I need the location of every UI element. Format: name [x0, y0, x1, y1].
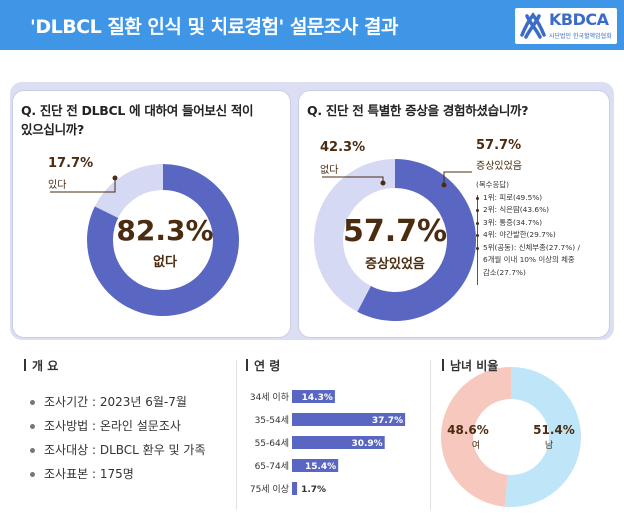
age-category-label: 55-64세 — [255, 438, 289, 449]
q2-question: Q. 진단 전 특별한 증상을 경험하셨습니까? — [307, 103, 529, 118]
age-bar — [292, 459, 339, 472]
q2-right-leader-dot — [441, 182, 447, 188]
symptom-item-continued: 감소(27.7%) — [483, 267, 526, 277]
q1-slice-no — [86, 164, 239, 316]
q2-slice-symptoms — [357, 159, 476, 321]
overview-item: 조사기간 : 2023년 6월-7월 — [30, 390, 206, 414]
symptom-item: 3위: 통증(34.7%) — [476, 217, 580, 230]
symptom-item: 2위: 식은땀(43.6%) — [476, 204, 580, 217]
q2-left-callout-label: 없다 — [320, 165, 339, 176]
symptom-list-header: (복수응답) — [476, 180, 509, 189]
gender-female-label: 여 — [472, 439, 480, 451]
q1-callout-label: 있다 — [48, 180, 67, 191]
age-bar — [292, 482, 298, 495]
q1-callout-percent: 17.7% — [48, 156, 94, 171]
q1-donut-chart — [86, 164, 239, 316]
gender-slice-female — [440, 367, 511, 507]
q1-leader — [50, 178, 116, 193]
gender-male-label: 남 — [545, 440, 553, 451]
age-bar-chart: 34세 이하 14.3% 35-54세 37.7% 55-64세 30.9% 65-74세 1… — [250, 390, 406, 495]
age-bar-value-label: 14.3% — [302, 393, 333, 403]
q1-question-line1: Q. 진단 전 DLBCL 에 대하여 들어보신 적이 — [21, 103, 254, 118]
overview-list: 조사기간 : 2023년 6월-7월 조사방법 : 온라인 설문조사 조사대상 … — [30, 390, 206, 486]
age-bar-value-label: 30.9% — [351, 439, 382, 449]
gender-title: 남녀 비율 — [442, 357, 498, 374]
q1-leader-dot — [112, 175, 118, 181]
gender-slice-male — [504, 367, 581, 507]
overview-item: 조사대상 : DLBCL 환우 및 가족 — [30, 438, 206, 462]
gender-donut-chart: 48.6% 여 51.4% 남 — [440, 367, 581, 507]
q2-slice-none — [313, 159, 395, 312]
symptom-list: (복수응답) 1위: 피로(49.5%) 2위: 식은땀(43.6%) 3위: … — [476, 179, 580, 285]
overview-item: 조사방법 : 온라인 설문조사 — [30, 414, 206, 438]
q2-right-leader — [443, 171, 472, 185]
q1-center-label: 없다 — [153, 255, 177, 270]
q2-donut-chart — [313, 159, 476, 321]
overview-title: 개 요 — [24, 357, 58, 374]
q2-center-label: 증상있었음 — [365, 257, 425, 272]
gender-female-percent: 48.6% — [447, 423, 489, 437]
callout-leader-lines — [50, 171, 472, 193]
symptom-item: 1위: 피로(49.5%) — [476, 192, 580, 205]
age-title: 연 령 — [246, 357, 280, 374]
logo-text: KBDCA — [549, 10, 609, 29]
age-category-label: 34세 이하 — [250, 392, 290, 403]
symptom-item: 5위(공동): 신체부종(27.7%) / — [476, 242, 580, 255]
q1-question: Q. 진단 전 DLBCL 에 대하여 들어보신 적이 있으십니까? — [21, 101, 254, 139]
q2-left-leader-dot — [380, 180, 386, 186]
gender-male-percent: 51.4% — [533, 423, 575, 437]
q2-right-callout-label: 증상있었음 — [476, 161, 522, 172]
page-title: 'DLBCL 질환 인식 및 치료경험' 설문조사 결과 — [30, 16, 398, 38]
age-category-label: 65-74세 — [255, 461, 289, 472]
symptom-item: 4위: 야간발한(29.7%) — [476, 229, 580, 242]
q2-right-callout-percent: 57.7% — [476, 138, 522, 153]
kbdca-logo: KBDCA 사단법인 한국혈액암협회 — [515, 8, 617, 44]
logo-subtitle: 사단법인 한국혈액암협회 — [549, 33, 612, 40]
q1-question-line2: 있으십니까? — [21, 122, 84, 137]
divider — [430, 360, 431, 510]
age-bar — [292, 390, 335, 403]
age-category-label: 75세 이상 — [250, 484, 289, 495]
symptom-list-line — [477, 195, 478, 285]
age-bar-value-label: 1.7% — [301, 485, 326, 495]
overview-item: 조사표본 : 175명 — [30, 462, 206, 486]
age-bar — [292, 436, 385, 449]
age-bar-value-label: 37.7% — [372, 416, 403, 426]
symptom-item-continued: 6개월 이내 10% 이상의 체중 — [483, 255, 575, 264]
ribbon-logo-icon — [520, 12, 546, 39]
age-category-label: 35-54세 — [255, 415, 289, 426]
q1-center-percent: 82.3% — [116, 214, 214, 247]
age-bar-value-label: 15.4% — [305, 462, 336, 472]
divider — [236, 360, 237, 510]
q2-left-callout-percent: 42.3% — [320, 140, 366, 155]
header-bar: 'DLBCL 질환 인식 및 치료경험' 설문조사 결과 KBDCA 사단법인 … — [0, 0, 624, 50]
q1-slice-yes — [94, 164, 163, 218]
age-bar — [292, 413, 406, 426]
q2-center-percent: 57.7% — [342, 214, 448, 249]
